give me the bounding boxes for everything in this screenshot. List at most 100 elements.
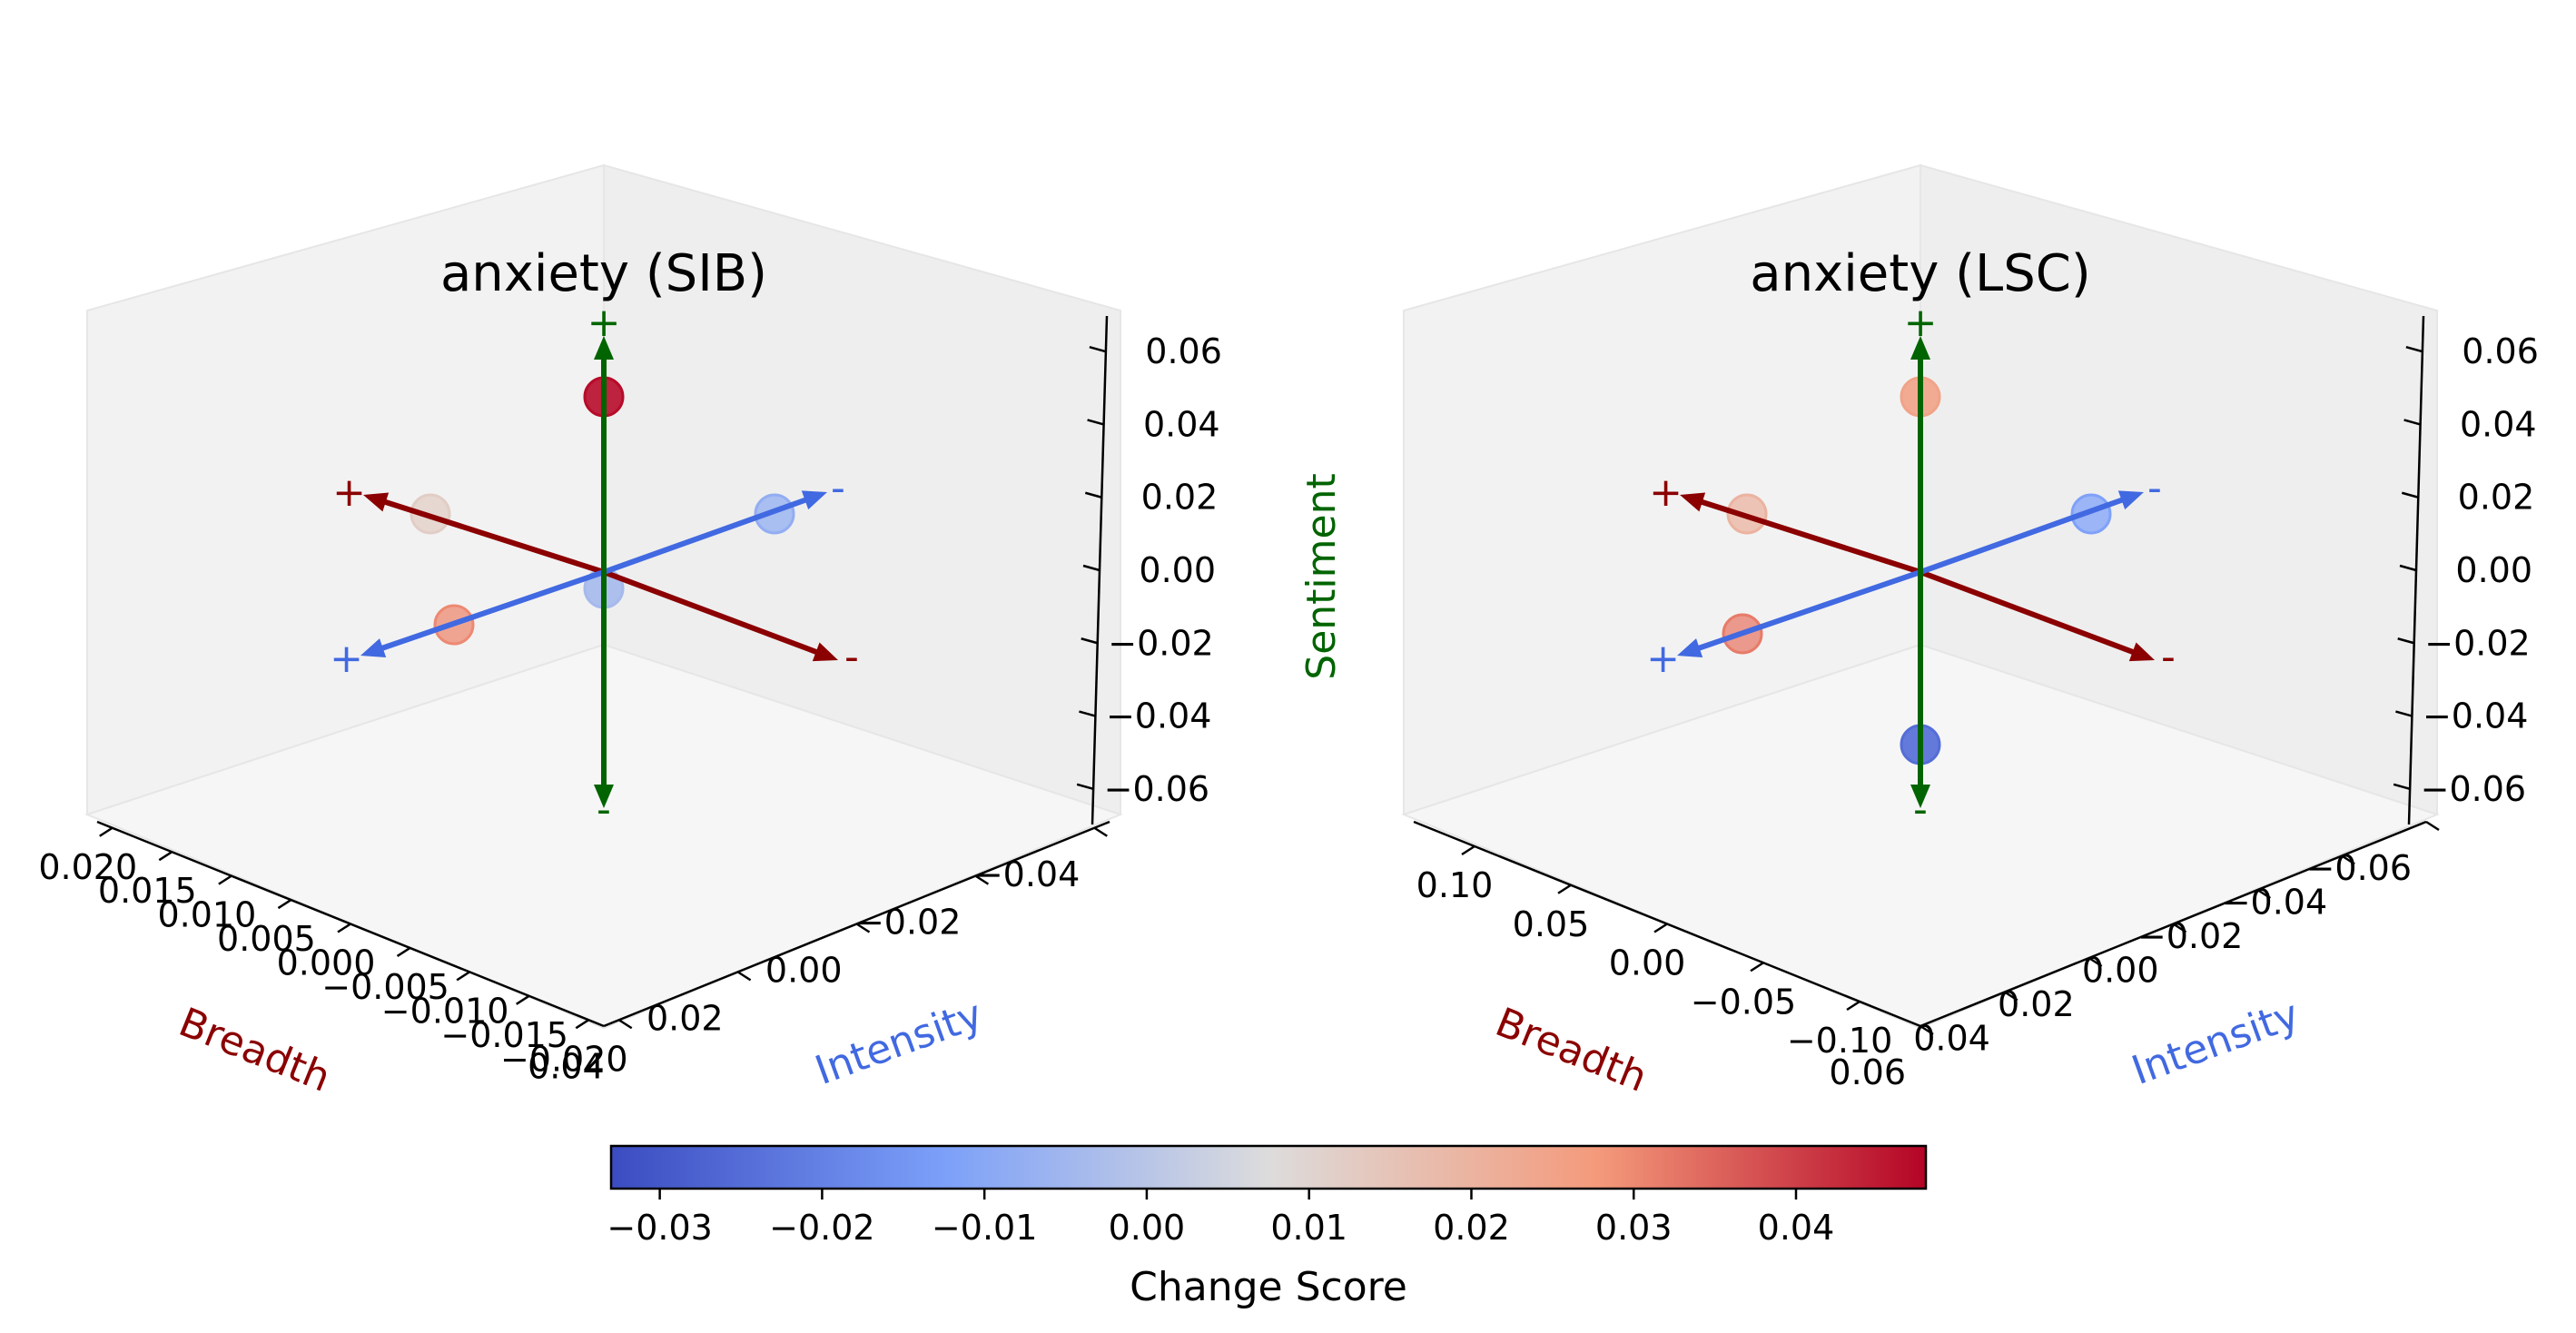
y-tick (855, 923, 871, 933)
z-tick-label: 0.06 (2462, 331, 2539, 371)
x-tick (99, 826, 114, 837)
sentiment-plus-sign: + (1904, 300, 1938, 346)
y-tick-label: 0.00 (2082, 951, 2159, 991)
z-tick (1089, 345, 1107, 353)
y-tick-label: −0.04 (2222, 883, 2327, 923)
y-tick-label: −0.06 (2306, 848, 2412, 888)
breadth-negative-arrow (602, 569, 821, 657)
z-tick-label: 0.04 (2460, 404, 2537, 444)
x-axis-label: Breadth (173, 999, 337, 1101)
z-tick (1082, 564, 1100, 572)
x-tick-label: 0.015 (98, 871, 197, 911)
y-tick (1093, 826, 1108, 837)
z-tick-label: −0.02 (1108, 623, 1213, 663)
colorbar-tick-label: 0.04 (1758, 1208, 1835, 1248)
y-tick-label: 0.04 (1913, 1019, 1990, 1059)
breadth-minus-sign: - (2161, 634, 2176, 680)
z-tick-label: −0.06 (1104, 769, 1209, 809)
z-tick-label: −0.04 (1106, 696, 1211, 736)
intensity-positive-arrow (1694, 569, 1921, 652)
y-tick (2004, 991, 2018, 1002)
x-tick (277, 899, 292, 910)
intensity-negative-arrow (1919, 496, 2127, 575)
x-tick-label: 0.020 (38, 847, 137, 887)
breadth-positive-arrow-head (363, 492, 390, 512)
intensity-positive-arrow (378, 569, 605, 652)
z-tick-label: 0.06 (1145, 331, 1222, 371)
colorbar-tick-label: −0.02 (769, 1208, 874, 1248)
y-tick (2172, 923, 2187, 933)
sentiment-positive-arrow-head (1910, 336, 1930, 360)
breadth-plus-sign: + (332, 469, 366, 516)
y-tick-label: −0.02 (2137, 916, 2243, 956)
x-tick-label: 0.10 (1416, 865, 1494, 905)
colorbar-tick-label: 0.01 (1270, 1208, 1347, 1248)
colorbar-tick-label: −0.03 (607, 1208, 712, 1248)
y-tick-label: 0.06 (1829, 1052, 1906, 1092)
z-tick-label: 0.04 (1143, 404, 1220, 444)
z-tick (1079, 710, 1096, 717)
intensity-negative-arrow-head (2117, 490, 2144, 510)
x-tick (396, 946, 411, 957)
z-tick-label: 0.02 (2458, 478, 2535, 518)
y-tick (2425, 820, 2440, 832)
z-tick (1084, 491, 1102, 499)
y-tick (2341, 854, 2355, 865)
intensity-negative-arrow-head (801, 490, 827, 510)
x-tick (1557, 884, 1572, 894)
x-tick (575, 1019, 589, 1030)
data-point (754, 493, 795, 535)
z-tick-label: 0.00 (2455, 550, 2532, 590)
x-tick (337, 923, 351, 933)
intensity-minus-sign: - (2147, 465, 2162, 511)
x-tick (1653, 923, 1668, 933)
x-tick (1461, 844, 1476, 856)
z-tick (2405, 345, 2423, 353)
breadth-positive-arrow (381, 498, 605, 575)
x-tick-label: 0.05 (1513, 904, 1590, 944)
data-point (2070, 493, 2112, 535)
x-tick-label: 0.010 (157, 895, 256, 935)
colorbar-gradient (609, 1144, 1928, 1190)
x-tick-label: −0.010 (381, 991, 509, 1031)
y-tick (2256, 888, 2272, 900)
colorbar: −0.03 −0.02 −0.01 0.00 0.01 0.02 0.03 0.04 Chang… (607, 1144, 1928, 1310)
z-tick (2403, 419, 2421, 426)
y-tick-label: 0.00 (765, 951, 843, 991)
y-tick (974, 874, 990, 885)
y-tick-label: 0.02 (1998, 984, 2075, 1024)
x-tick (158, 851, 173, 862)
z-tick-label: −0.02 (2424, 623, 2530, 663)
breadth-positive-arrow (1698, 498, 1921, 575)
colorbar-tick-label: 0.00 (1109, 1208, 1186, 1248)
z-tick (1087, 419, 1104, 426)
z-tick (1081, 637, 1099, 645)
colorbar-label: Change Score (1130, 1264, 1407, 1310)
y-tick (1920, 1024, 1934, 1036)
y-tick-label: 0.02 (646, 998, 724, 1038)
z-axis-label: Sentiment (1298, 473, 1345, 679)
sentiment-positive-arrow-head (594, 336, 614, 360)
z-tick-label: 0.02 (1141, 478, 1219, 518)
floor-pane (1401, 643, 2440, 1030)
intensity-plus-sign: + (330, 636, 363, 682)
x-tick (218, 874, 232, 885)
breadth-positive-arrow-head (1680, 492, 1706, 512)
z-tick-label: −0.04 (2423, 696, 2528, 736)
breadth-minus-sign: - (844, 634, 859, 680)
breadth-plus-sign: + (1649, 469, 1683, 516)
breadth-negative-arrow-head (812, 642, 838, 662)
intensity-negative-arrow (602, 496, 810, 575)
colorbar-tick-label: 0.03 (1595, 1208, 1673, 1248)
z-tick (2401, 491, 2419, 499)
sentiment-negative-arrow-head (594, 785, 614, 808)
colorbar-tick-label: −0.01 (932, 1208, 1037, 1248)
x-tick-label: 0.000 (277, 943, 376, 983)
z-tick-label: −0.06 (2421, 769, 2526, 809)
intensity-positive-arrow-head (360, 638, 387, 657)
sentiment-plus-sign: + (587, 300, 621, 346)
x-tick (516, 994, 530, 1005)
intensity-minus-sign: - (831, 465, 845, 511)
y-axis-label: Intensity (2126, 992, 2305, 1094)
x-tick-label: −0.015 (440, 1015, 568, 1055)
